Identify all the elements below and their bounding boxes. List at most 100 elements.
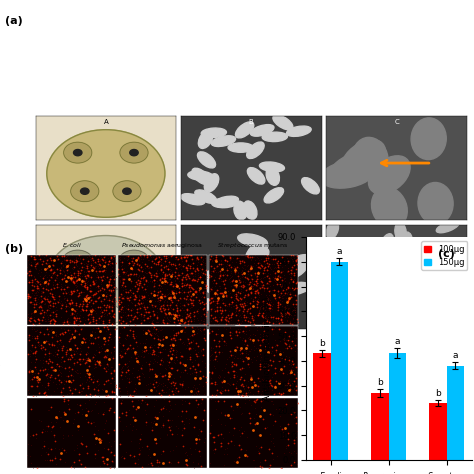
Point bbox=[258, 298, 266, 306]
Point bbox=[83, 283, 91, 291]
Point bbox=[217, 442, 225, 449]
Point bbox=[216, 256, 223, 264]
Point bbox=[264, 295, 272, 302]
Point bbox=[180, 382, 187, 389]
Point bbox=[160, 274, 167, 282]
Point bbox=[96, 256, 104, 264]
Point bbox=[142, 347, 150, 355]
Point bbox=[96, 462, 103, 469]
Point bbox=[91, 328, 99, 336]
Point bbox=[168, 377, 175, 384]
Point bbox=[240, 294, 247, 301]
Point bbox=[170, 281, 178, 289]
Point bbox=[109, 259, 116, 266]
Point bbox=[228, 285, 236, 292]
Point bbox=[104, 365, 111, 373]
Point bbox=[238, 327, 246, 335]
Point bbox=[218, 388, 226, 395]
Point bbox=[198, 297, 206, 305]
Point bbox=[108, 287, 115, 294]
Point bbox=[110, 271, 118, 279]
Point bbox=[289, 379, 296, 386]
Point bbox=[175, 287, 183, 295]
Point bbox=[59, 261, 67, 269]
Point bbox=[116, 387, 123, 394]
Point bbox=[216, 372, 223, 380]
Point bbox=[256, 309, 264, 317]
Point bbox=[30, 291, 37, 299]
Point bbox=[187, 263, 195, 270]
Point bbox=[36, 280, 44, 288]
Point bbox=[266, 410, 273, 418]
Point bbox=[25, 368, 33, 375]
Point bbox=[219, 292, 227, 300]
Point bbox=[118, 291, 126, 299]
Point bbox=[140, 293, 147, 301]
Point bbox=[231, 352, 238, 360]
Point bbox=[123, 295, 130, 302]
Point bbox=[118, 368, 126, 375]
Point bbox=[49, 261, 56, 269]
Point bbox=[158, 308, 165, 316]
Point bbox=[63, 308, 70, 315]
Point bbox=[102, 291, 110, 299]
Point bbox=[99, 311, 106, 319]
Point bbox=[161, 301, 168, 308]
Point bbox=[42, 365, 49, 373]
Point bbox=[88, 295, 96, 303]
Point bbox=[226, 414, 233, 422]
Point bbox=[159, 447, 166, 455]
Point bbox=[177, 317, 185, 324]
Point bbox=[44, 292, 52, 300]
Point bbox=[266, 286, 273, 293]
Point bbox=[249, 391, 256, 398]
Point bbox=[25, 279, 33, 286]
Point bbox=[178, 339, 186, 347]
Point bbox=[289, 278, 297, 285]
Point bbox=[68, 257, 76, 265]
Point bbox=[168, 422, 175, 429]
Point bbox=[207, 379, 215, 387]
Point bbox=[188, 358, 196, 366]
Point bbox=[288, 270, 295, 277]
Point bbox=[55, 346, 62, 354]
Point bbox=[107, 462, 114, 470]
Point bbox=[42, 315, 49, 323]
Point bbox=[45, 279, 53, 287]
Point bbox=[162, 310, 169, 318]
Point bbox=[101, 365, 109, 373]
Point bbox=[253, 273, 260, 280]
Point bbox=[292, 429, 299, 437]
Point bbox=[164, 265, 172, 273]
Point bbox=[165, 271, 173, 278]
Point bbox=[254, 263, 261, 271]
Point bbox=[184, 273, 191, 281]
Point bbox=[222, 300, 229, 307]
Point bbox=[163, 298, 170, 305]
Point bbox=[233, 354, 240, 361]
Point bbox=[159, 259, 166, 266]
Point bbox=[81, 273, 88, 280]
Point bbox=[155, 389, 163, 397]
Point bbox=[177, 289, 185, 296]
Point bbox=[277, 365, 284, 373]
Point bbox=[214, 268, 222, 276]
Point bbox=[248, 283, 255, 290]
Ellipse shape bbox=[327, 220, 338, 239]
Point bbox=[238, 364, 246, 371]
Point bbox=[70, 277, 77, 284]
Point bbox=[266, 445, 273, 453]
Point bbox=[185, 455, 193, 462]
Point bbox=[150, 329, 157, 337]
Point bbox=[72, 261, 80, 268]
Point bbox=[217, 284, 224, 292]
Point bbox=[32, 259, 39, 266]
Point bbox=[140, 314, 147, 321]
Point bbox=[262, 256, 270, 264]
Point bbox=[70, 269, 78, 276]
Point bbox=[101, 419, 109, 427]
Point bbox=[63, 417, 71, 425]
Point bbox=[70, 446, 77, 453]
Point bbox=[27, 279, 35, 286]
Point bbox=[287, 461, 295, 468]
